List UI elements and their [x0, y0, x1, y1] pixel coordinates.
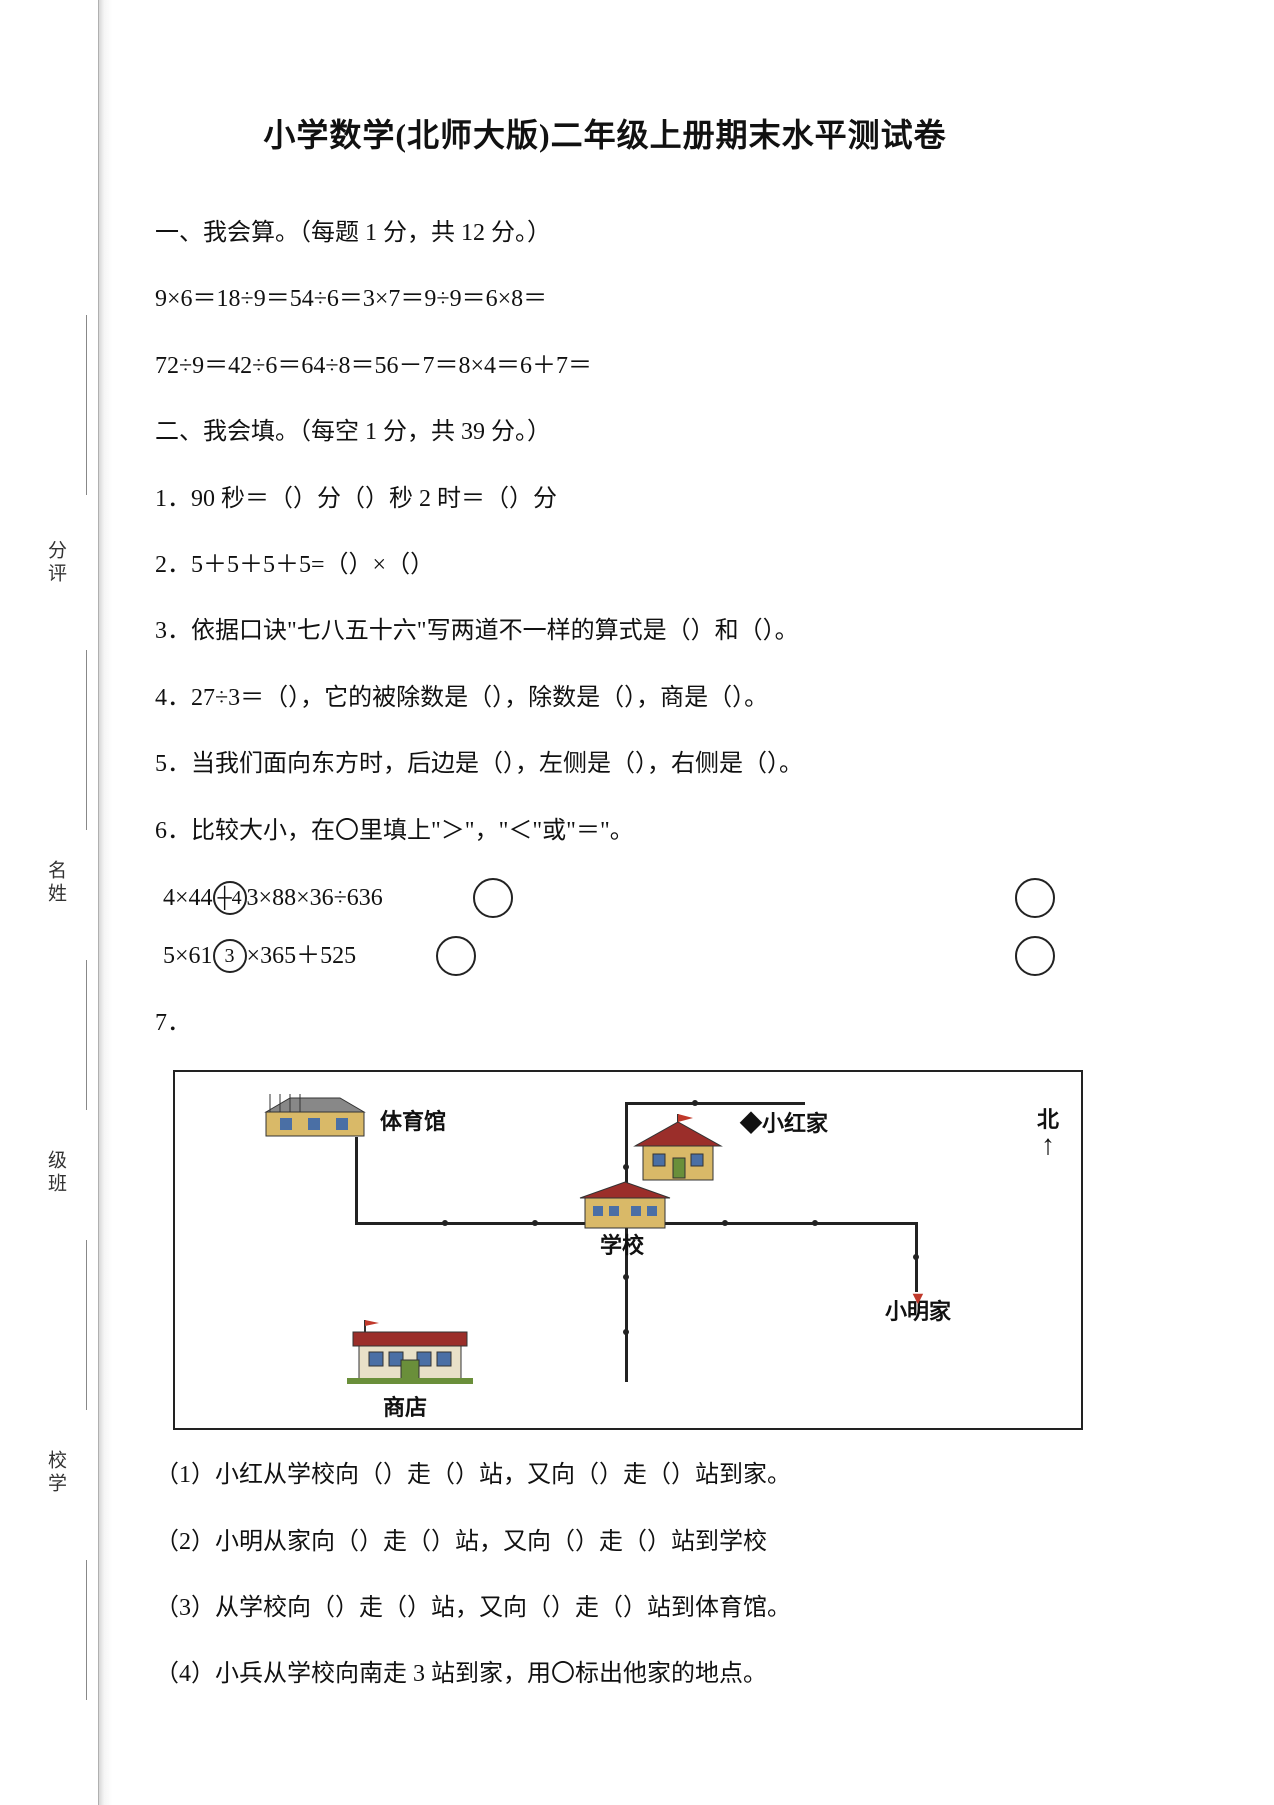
- q4: 4．27÷3＝（），它的被除数是（），除数是（），商是（）。: [155, 679, 1055, 717]
- gym-icon: [260, 1094, 370, 1145]
- xiaoming-marker-icon: ▼: [909, 1288, 927, 1309]
- circle-blank-icon: [436, 936, 476, 976]
- q3: 3．依据口诀"七八五十六"写两道不一样的算式是（）和（）。: [155, 612, 1055, 650]
- station-dot: [722, 1220, 728, 1226]
- q1: 1．90 秒＝（）分（）秒 2 时＝（）分: [155, 480, 1055, 518]
- margin-line: [86, 650, 87, 830]
- margin-label-class: 级班: [42, 1150, 69, 1196]
- road-top-horizontal: [625, 1102, 805, 1105]
- q7: 7．: [155, 1004, 1055, 1042]
- compare-r2-left: 5×61: [163, 937, 213, 975]
- circle-blank-icon: [1015, 936, 1055, 976]
- q7-1: （1）小红从学校向（）走（）站，又向（）走（）站到家。: [155, 1456, 1055, 1494]
- margin-line: [86, 1240, 87, 1410]
- q7-3: （3）从学校向（）走（）站，又向（）走（）站到体育馆。: [155, 1589, 1055, 1627]
- section1-heading: 一、我会算。（每题 1 分，共 12 分。）: [155, 214, 1055, 252]
- station-dot: [812, 1220, 818, 1226]
- north-arrow-icon: ↑: [1041, 1130, 1055, 1162]
- q2: 2．5＋5＋5＋5=（）×（）: [155, 546, 1055, 584]
- q6: 6．比较大小，在〇里填上"＞"，"＜"或"＝"。: [155, 812, 1055, 850]
- road-vertical-gym: [355, 1137, 358, 1225]
- compare-row-2: 5×61 3 ×365＋525: [155, 936, 1055, 976]
- q7-4: （4）小兵从学校向南走 3 站到家，用〇标出他家的地点。: [155, 1655, 1055, 1693]
- margin-label-score: 分评: [42, 540, 69, 586]
- station-dot: [692, 1100, 698, 1106]
- margin-label-name: 名姓: [42, 860, 69, 906]
- circle-blank-icon: [1015, 878, 1055, 918]
- q5: 5．当我们面向东方时，后边是（），左侧是（），右侧是（）。: [155, 745, 1055, 783]
- gym-label: 体育馆: [380, 1104, 446, 1136]
- compare-circle-icon: 3: [213, 939, 247, 973]
- station-dot: [623, 1329, 629, 1335]
- station-dot: [442, 1220, 448, 1226]
- compare-row-1: 4×44 ┼4 3×88×36÷636: [155, 878, 1055, 918]
- binding-edge: [98, 0, 112, 1805]
- margin-line: [86, 1560, 87, 1700]
- xiaohong-house-icon: [623, 1114, 733, 1189]
- margin-label-school: 校学: [42, 1450, 69, 1496]
- page-title: 小学数学(北师大版)二年级上册期末水平测试卷: [155, 110, 1055, 156]
- content-area: 小学数学(北师大版)二年级上册期末水平测试卷 一、我会算。（每题 1 分，共 1…: [155, 110, 1055, 1722]
- compare-r1-mid: 3×88×36÷636: [247, 879, 383, 917]
- margin-line: [86, 960, 87, 1110]
- map-diagram: 北 ↑: [173, 1070, 1083, 1430]
- compare-circle-icon: ┼4: [213, 881, 247, 915]
- xiaohong-label: ◆小红家: [740, 1106, 828, 1138]
- station-dot: [532, 1220, 538, 1226]
- circle-blank-icon: [473, 878, 513, 918]
- compare-r1-left: 4×44: [163, 879, 213, 917]
- margin-line: [86, 315, 87, 495]
- school-icon: [575, 1180, 675, 1235]
- station-dot: [623, 1274, 629, 1280]
- calc-row-1: 9×6＝18÷9＝54÷6＝3×7＝9÷9＝6×8＝: [155, 280, 1055, 318]
- station-dot: [913, 1254, 919, 1260]
- section2-heading: 二、我会填。（每空 1 分，共 39 分。）: [155, 413, 1055, 451]
- margin-column: 分评 名姓 级班 校学: [20, 0, 90, 1805]
- q7-2: （2）小明从家向（）走（）站，又向（）走（）站到学校: [155, 1523, 1055, 1561]
- school-label: 学校: [600, 1228, 644, 1260]
- shop-icon: [345, 1320, 475, 1391]
- shop-label: 商店: [383, 1390, 427, 1422]
- compare-r2-mid: ×365＋525: [247, 937, 357, 975]
- calc-row-2: 72÷9＝42÷6＝64÷8＝56－7＝8×4＝6＋7＝: [155, 347, 1055, 385]
